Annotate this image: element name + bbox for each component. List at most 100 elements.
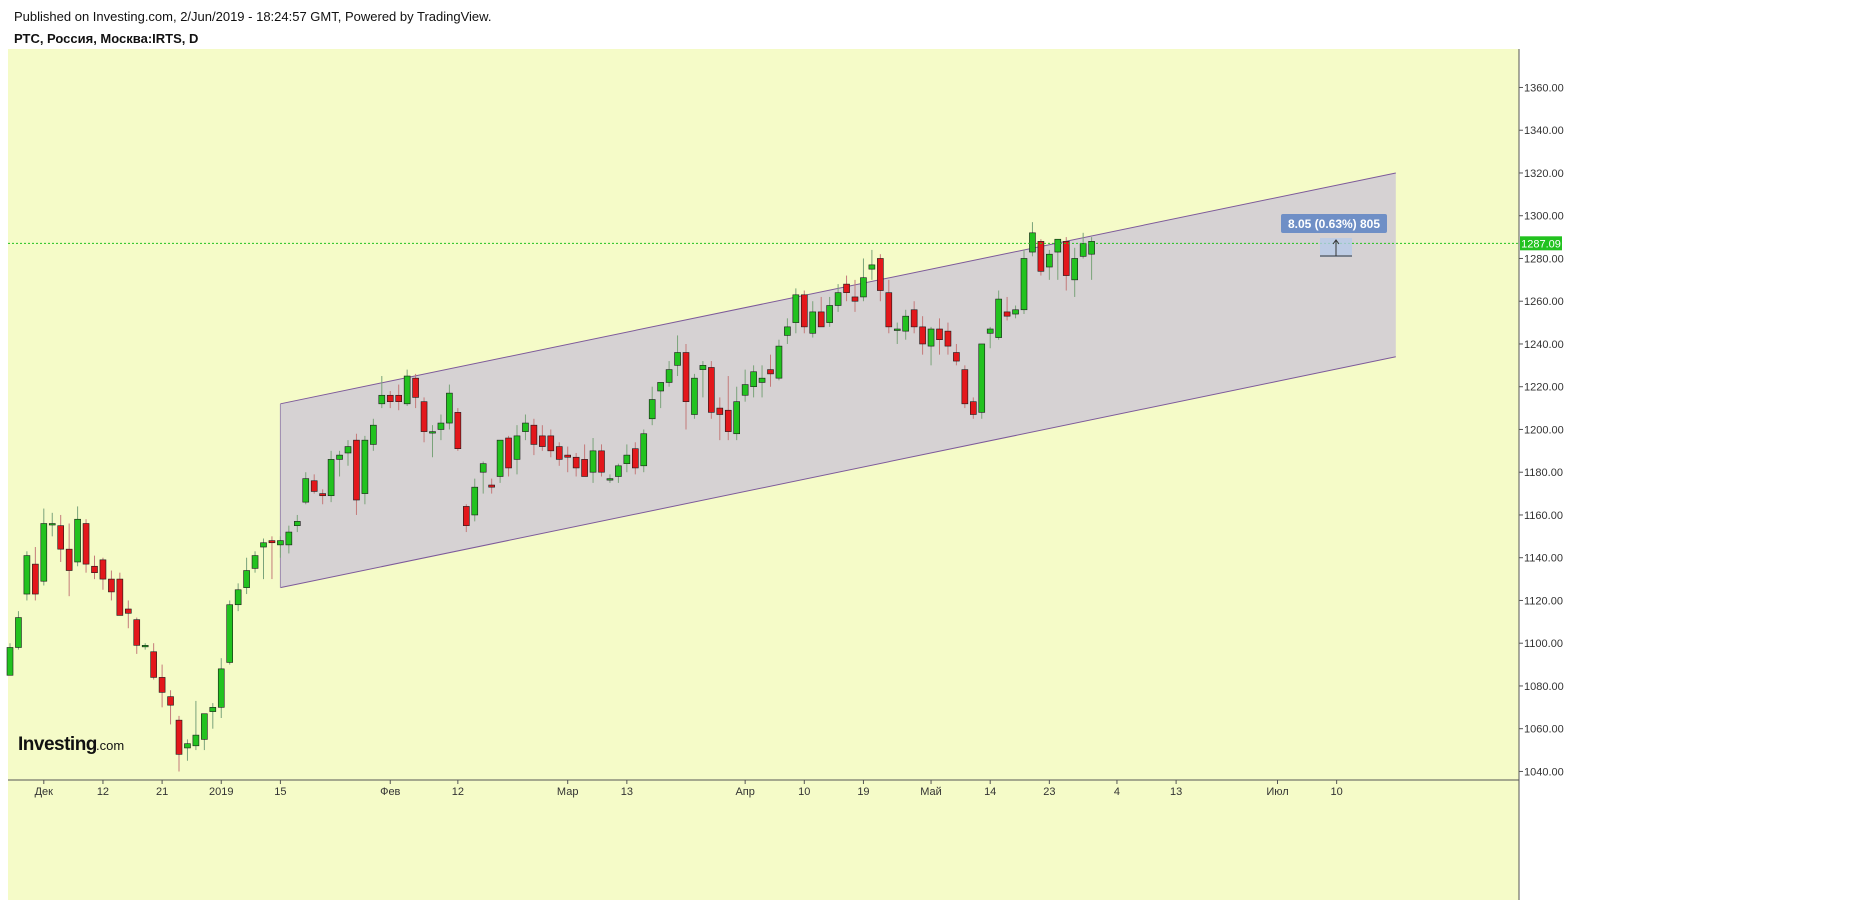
- candle-body: [336, 454, 343, 460]
- candle-body: [454, 412, 462, 449]
- x-tick-label: 4: [1114, 786, 1120, 798]
- candle-body: [919, 326, 926, 345]
- candle-body: [581, 459, 588, 477]
- candle-body: [361, 439, 369, 494]
- candle-body: [893, 328, 901, 331]
- candle-body: [15, 617, 22, 648]
- candle: [344, 440, 352, 466]
- candle-body: [953, 352, 960, 362]
- candle: [462, 504, 470, 533]
- candle-body: [1062, 241, 1070, 276]
- y-tick-label: 1100.00: [1524, 638, 1563, 650]
- channel-lower-line[interactable]: [280, 356, 1396, 589]
- x-tick-label: 10: [798, 786, 810, 798]
- candle: [429, 425, 436, 458]
- candle: [82, 519, 90, 573]
- candle-body: [860, 277, 867, 298]
- candle-body: [969, 401, 977, 415]
- candle-body: [1020, 258, 1028, 311]
- y-axis[interactable]: 1040.00 1060.00 1080.00 1100.00 1120.00 1140.…: [1518, 49, 1564, 900]
- candle: [268, 536, 276, 580]
- candle: [741, 369, 749, 402]
- x-tick-label: 23: [1043, 786, 1055, 798]
- y-tick-label: 1300.00: [1524, 211, 1564, 223]
- candle-body: [1046, 253, 1053, 268]
- candle-body: [572, 456, 580, 469]
- candle: [420, 397, 428, 443]
- candle-body: [32, 563, 39, 595]
- measure-tool[interactable]: 8.05 (0.63%) 805: [1281, 214, 1387, 257]
- candle: [285, 525, 293, 554]
- candles: [6, 222, 1095, 772]
- candle-body: [6, 647, 14, 676]
- candle: [40, 508, 48, 586]
- current-price-badge-box: [1520, 236, 1562, 251]
- y-tick-label: 1180.00: [1524, 467, 1563, 479]
- candle: [969, 397, 977, 419]
- candle-body: [395, 394, 403, 402]
- candle: [978, 343, 986, 419]
- x-tick-label: 12: [97, 786, 109, 798]
- candle: [167, 690, 174, 725]
- candle-body: [344, 446, 352, 454]
- candle: [217, 658, 225, 719]
- candle: [327, 450, 335, 503]
- y-tick-label: 1160.00: [1524, 510, 1563, 522]
- candle-body: [648, 399, 656, 420]
- candle-body: [201, 713, 208, 740]
- candle: [65, 523, 73, 597]
- candle: [496, 439, 504, 483]
- candle-body: [910, 309, 918, 328]
- candle-body: [623, 454, 631, 464]
- candle: [885, 279, 893, 334]
- candle-body: [403, 375, 411, 405]
- candle: [488, 478, 495, 494]
- candle-body: [868, 264, 876, 270]
- candle-body: [158, 677, 166, 693]
- symbol-caption: РТС, Россия, Москва:IRTS, D: [14, 31, 199, 46]
- candle-body: [471, 486, 479, 516]
- candle-body: [285, 531, 293, 546]
- candle: [133, 617, 141, 654]
- x-tick-label: Июл: [1266, 786, 1288, 798]
- candle: [547, 429, 555, 458]
- candle-body: [767, 369, 774, 375]
- y-tick-label: 1080.00: [1524, 681, 1564, 693]
- candle: [724, 376, 732, 441]
- candle: [665, 361, 673, 387]
- x-tick-label: 10: [1331, 786, 1343, 798]
- candle-body: [74, 518, 81, 563]
- candle-body: [513, 435, 521, 460]
- candle-body: [327, 459, 335, 497]
- x-tick-label: Май: [920, 786, 942, 798]
- candle: [1046, 249, 1053, 280]
- candle-body: [1012, 309, 1019, 315]
- x-tick-label: 15: [274, 786, 286, 798]
- candle-body: [353, 439, 360, 501]
- candle-body: [293, 521, 301, 526]
- candle: [995, 290, 1002, 340]
- candle: [23, 551, 31, 601]
- candle-body: [851, 296, 859, 302]
- candle-body: [57, 525, 65, 550]
- candle: [758, 365, 766, 398]
- candle-body: [99, 559, 107, 580]
- candle-body: [505, 437, 512, 469]
- candle: [1012, 305, 1019, 319]
- candle-body: [826, 305, 833, 323]
- candle-body: [522, 422, 529, 432]
- candle-body: [446, 392, 453, 424]
- y-tick-label: 1240.00: [1524, 339, 1564, 351]
- channel-area: [280, 173, 1396, 588]
- candle-body: [167, 696, 174, 706]
- candle: [606, 474, 614, 483]
- candle: [184, 739, 191, 761]
- candle-body: [370, 424, 377, 445]
- candle: [1054, 238, 1062, 280]
- candle: [1020, 249, 1028, 315]
- x-axis[interactable]: Дек 12 21 2019 15 Фев 12 Мар 13 Апр 10 19 Май 14 23 4 13…: [8, 779, 1519, 798]
- candle-body: [133, 619, 141, 646]
- candle: [513, 425, 521, 475]
- candle: [986, 326, 994, 349]
